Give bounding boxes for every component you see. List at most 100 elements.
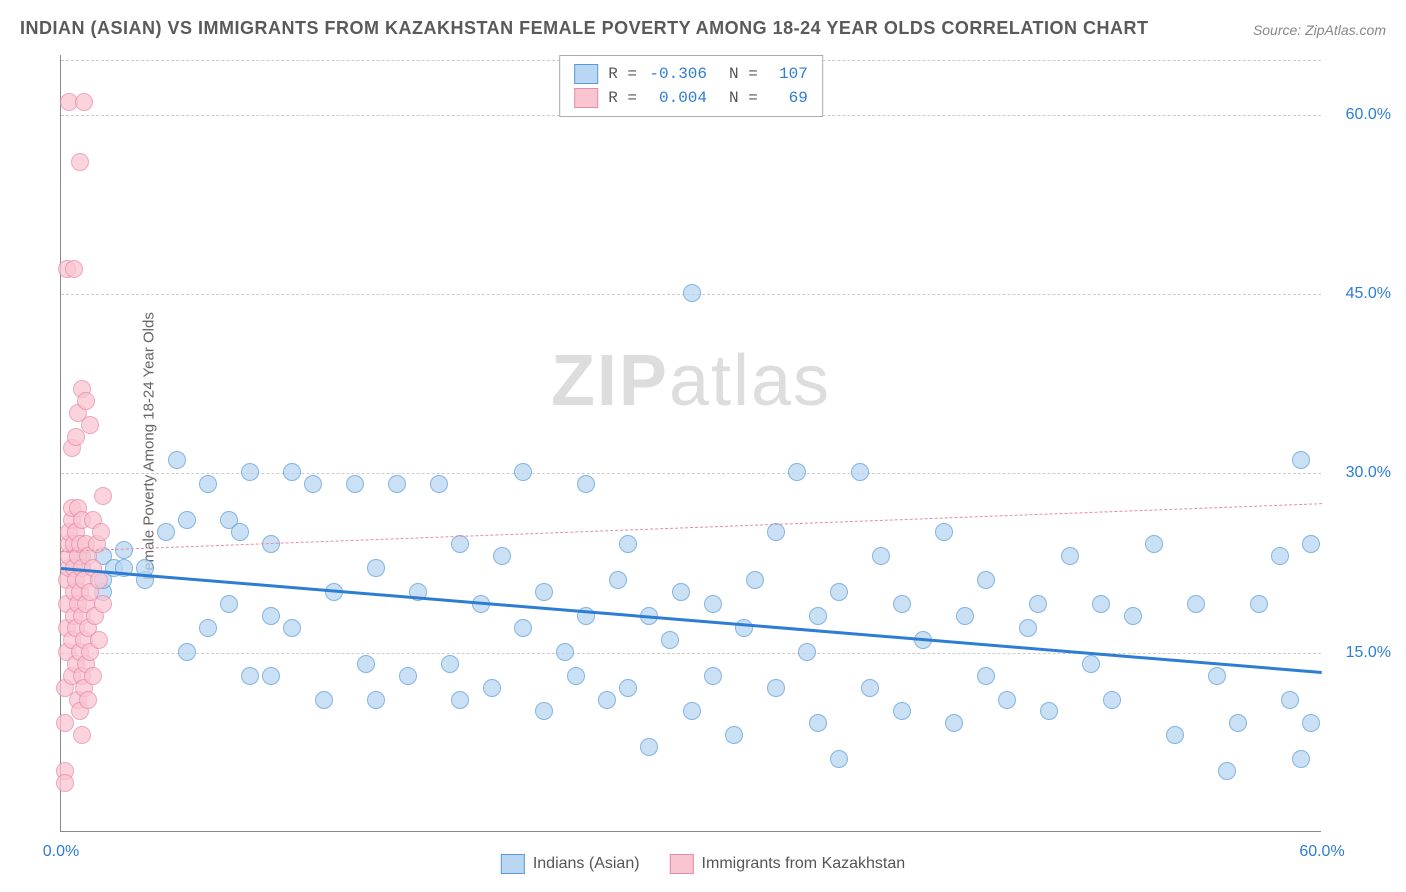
data-point bbox=[619, 679, 637, 697]
data-point bbox=[1103, 691, 1121, 709]
data-point bbox=[683, 702, 701, 720]
data-point bbox=[851, 463, 869, 481]
data-point bbox=[79, 691, 97, 709]
data-point bbox=[1092, 595, 1110, 613]
trend-line bbox=[61, 503, 1322, 552]
data-point bbox=[767, 679, 785, 697]
source-label: Source: ZipAtlas.com bbox=[1253, 22, 1386, 38]
data-point bbox=[178, 643, 196, 661]
data-point bbox=[178, 511, 196, 529]
data-point bbox=[304, 475, 322, 493]
data-point bbox=[262, 667, 280, 685]
data-point bbox=[956, 607, 974, 625]
y-tick-label: 60.0% bbox=[1331, 106, 1391, 124]
data-point bbox=[1218, 762, 1236, 780]
data-point bbox=[809, 714, 827, 732]
legend-n-value: 69 bbox=[768, 86, 808, 110]
legend-r-value: -0.306 bbox=[647, 62, 707, 86]
data-point bbox=[767, 523, 785, 541]
data-point bbox=[483, 679, 501, 697]
data-point bbox=[893, 702, 911, 720]
data-point bbox=[977, 571, 995, 589]
x-tick-label: 60.0% bbox=[1299, 843, 1344, 861]
data-point bbox=[92, 523, 110, 541]
data-point bbox=[451, 691, 469, 709]
data-point bbox=[735, 619, 753, 637]
data-point bbox=[861, 679, 879, 697]
data-point bbox=[65, 260, 83, 278]
data-point bbox=[640, 738, 658, 756]
data-point bbox=[514, 619, 532, 637]
data-point bbox=[1061, 547, 1079, 565]
legend-row: R =0.004N =69 bbox=[574, 86, 808, 110]
legend-swatch bbox=[574, 64, 598, 84]
legend-r-label: R = bbox=[608, 62, 637, 86]
legend-r-label: R = bbox=[608, 86, 637, 110]
data-point bbox=[935, 523, 953, 541]
data-point bbox=[231, 523, 249, 541]
data-point bbox=[94, 595, 112, 613]
data-point bbox=[672, 583, 690, 601]
data-point bbox=[1281, 691, 1299, 709]
data-point bbox=[567, 667, 585, 685]
data-point bbox=[168, 451, 186, 469]
data-point bbox=[830, 750, 848, 768]
data-point bbox=[1082, 655, 1100, 673]
data-point bbox=[1124, 607, 1142, 625]
data-point bbox=[598, 691, 616, 709]
legend-item: Immigrants from Kazakhstan bbox=[670, 854, 906, 874]
data-point bbox=[998, 691, 1016, 709]
data-point bbox=[746, 571, 764, 589]
legend-row: R = -0.306 N = 107 bbox=[574, 62, 808, 86]
legend-n-label: N = bbox=[729, 62, 758, 86]
data-point bbox=[1040, 702, 1058, 720]
data-point bbox=[1250, 595, 1268, 613]
data-point bbox=[514, 463, 532, 481]
data-point bbox=[71, 153, 89, 171]
legend-n-value: 107 bbox=[768, 62, 808, 86]
legend-series-label: Indians (Asian) bbox=[533, 855, 640, 872]
data-point bbox=[609, 571, 627, 589]
data-point bbox=[893, 595, 911, 613]
data-point bbox=[945, 714, 963, 732]
data-point bbox=[704, 595, 722, 613]
data-point bbox=[56, 714, 74, 732]
data-point bbox=[199, 619, 217, 637]
data-point bbox=[357, 655, 375, 673]
data-point bbox=[725, 726, 743, 744]
watermark: ZIPatlas bbox=[551, 340, 831, 422]
data-point bbox=[872, 547, 890, 565]
data-point bbox=[977, 667, 995, 685]
data-point bbox=[1271, 547, 1289, 565]
legend-swatch bbox=[670, 854, 694, 874]
data-point bbox=[241, 667, 259, 685]
data-point bbox=[661, 631, 679, 649]
data-point bbox=[441, 655, 459, 673]
data-point bbox=[1187, 595, 1205, 613]
data-point bbox=[1166, 726, 1184, 744]
data-point bbox=[535, 583, 553, 601]
y-tick-label: 15.0% bbox=[1331, 644, 1391, 662]
data-point bbox=[1019, 619, 1037, 637]
gridline bbox=[61, 653, 1321, 654]
x-tick-label: 0.0% bbox=[43, 843, 79, 861]
data-point bbox=[430, 475, 448, 493]
data-point bbox=[1292, 750, 1310, 768]
legend-item: Indians (Asian) bbox=[501, 854, 640, 874]
data-point bbox=[619, 535, 637, 553]
data-point bbox=[535, 702, 553, 720]
data-point bbox=[75, 93, 93, 111]
data-point bbox=[199, 475, 217, 493]
data-point bbox=[315, 691, 333, 709]
data-point bbox=[157, 523, 175, 541]
data-point bbox=[220, 595, 238, 613]
data-point bbox=[241, 463, 259, 481]
data-point bbox=[1229, 714, 1247, 732]
data-point bbox=[115, 541, 133, 559]
data-point bbox=[94, 487, 112, 505]
data-point bbox=[556, 643, 574, 661]
data-point bbox=[283, 463, 301, 481]
data-point bbox=[809, 607, 827, 625]
data-point bbox=[90, 631, 108, 649]
legend-n-label: N = bbox=[729, 86, 758, 110]
